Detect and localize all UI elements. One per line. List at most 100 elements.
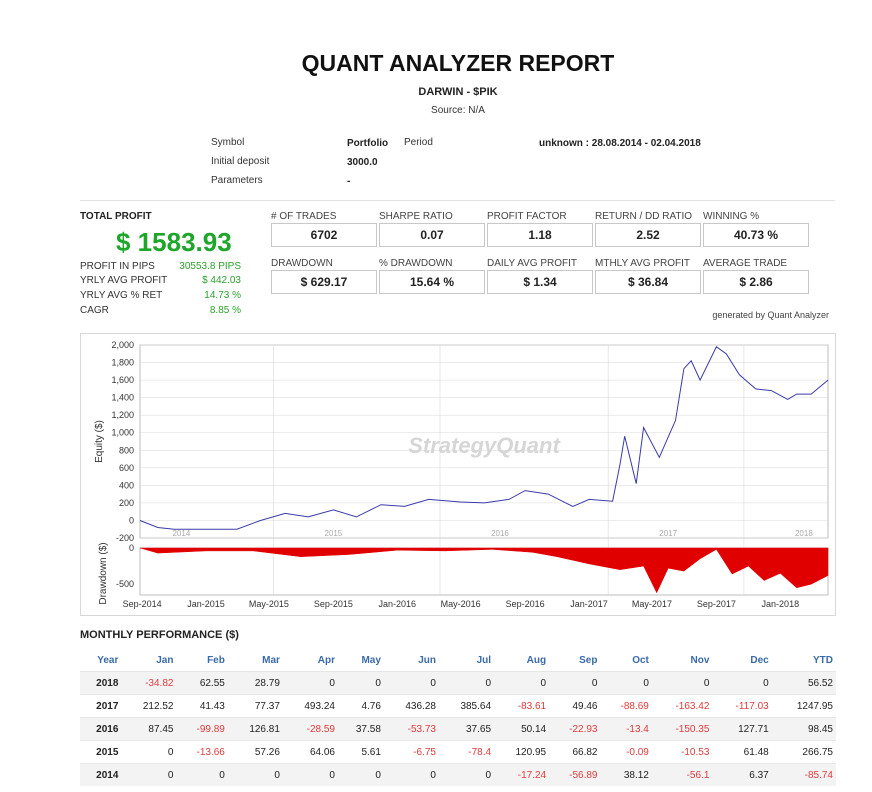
- metric-label: DAILY AVG PROFIT: [487, 258, 578, 269]
- metric-label: % DRAWDOWN: [379, 258, 453, 269]
- value-cell: -53.73: [383, 717, 439, 741]
- value-cell: 28.79: [227, 671, 283, 695]
- y-tick-label: 1,800: [111, 358, 134, 368]
- chart-frame: [80, 333, 836, 616]
- stat-label: YRLY AVG % RET: [80, 290, 163, 301]
- x-tick-label: Sep-2017: [697, 599, 736, 609]
- divider: [80, 200, 835, 201]
- y-tick-label: 0: [129, 515, 134, 525]
- metric-label: MTHLY AVG PROFIT: [595, 258, 691, 269]
- value-cell: -83.61: [494, 694, 550, 718]
- year-label: 2014: [172, 529, 190, 538]
- value-cell: -78.4: [438, 740, 495, 764]
- value-cell: 0: [337, 763, 384, 786]
- value-cell: -85.74: [771, 763, 836, 786]
- value-cell: 0: [549, 671, 601, 695]
- column-header: Sep: [579, 654, 598, 666]
- table-row: 2017 212.52 41.43 77.37 493.24 4.76 436.28 385.…: [80, 694, 836, 718]
- value-cell: 98.45: [771, 717, 836, 741]
- x-tick-label: May-2017: [632, 599, 672, 609]
- value-cell: 66.82: [549, 740, 601, 764]
- stat-label: YRLY AVG PROFIT: [80, 275, 168, 286]
- value-cell: 77.37: [227, 694, 283, 718]
- value-cell: -150.35: [651, 717, 713, 741]
- x-tick-label: May-2015: [249, 599, 289, 609]
- equity-plot-area: [139, 344, 829, 539]
- value-cell: 0: [176, 763, 228, 786]
- value-cell: 0: [712, 671, 772, 695]
- period-value: unknown : 28.08.2014 - 02.04.2018: [539, 138, 701, 149]
- metric-label: # OF TRADES: [271, 211, 337, 222]
- column-header: Feb: [207, 654, 225, 666]
- monthly-table-header: Year Jan Feb Mar Apr May Jun Jul Aug Sep Oct Nov Dec…: [80, 649, 836, 672]
- value-cell: 0: [494, 671, 550, 695]
- metric-value-box: 6702: [271, 223, 377, 247]
- year-label: 2018: [795, 529, 813, 538]
- value-cell: 266.75: [771, 740, 836, 764]
- year-cell: 2014: [80, 763, 122, 786]
- value-cell: 1247.95: [771, 694, 836, 718]
- x-tick-label: Jan-2017: [570, 599, 608, 609]
- metric-value-box: $ 1.34: [487, 270, 593, 294]
- watermark-logo: StrategyQuant: [408, 433, 561, 458]
- metric-label: RETURN / DD RATIO: [595, 211, 693, 222]
- value-cell: 0: [383, 671, 439, 695]
- y-tick-label: 1,000: [111, 428, 134, 438]
- value-cell: -28.59: [282, 717, 338, 741]
- value-cell: 50.14: [494, 717, 550, 741]
- metric-value-box: 2.52: [595, 223, 701, 247]
- y-tick-label: 1,200: [111, 410, 134, 420]
- column-header: Jan: [156, 654, 174, 666]
- stat-label: PROFIT IN PIPS: [80, 261, 155, 272]
- value-cell: -17.24: [494, 763, 550, 786]
- value-cell: 5.61: [337, 740, 384, 764]
- table-row: 2018 -34.82 62.55 28.79 0 0 0 0 0 0 0 0 0 56.52: [80, 671, 836, 695]
- metric-value-box: 15.64 %: [379, 270, 485, 294]
- metric-value-box: 40.73 %: [703, 223, 809, 247]
- metric-label: PROFIT FACTOR: [487, 211, 567, 222]
- value-cell: 64.06: [282, 740, 338, 764]
- value-cell: -117.03: [712, 694, 772, 718]
- stat-label: CAGR: [80, 305, 109, 316]
- equity-series-line: [139, 346, 829, 530]
- column-header: Mar: [262, 654, 280, 666]
- metric-value-box: $ 629.17: [271, 270, 377, 294]
- value-cell: 61.48: [712, 740, 772, 764]
- column-header: Oct: [632, 654, 649, 666]
- value-cell: -163.42: [651, 694, 713, 718]
- stat-value: 14.73 %: [204, 290, 241, 301]
- column-header: Jul: [476, 654, 492, 666]
- y-tick-label: 2,000: [111, 340, 134, 350]
- value-cell: 126.81: [227, 717, 283, 741]
- value-cell: 4.76: [337, 694, 384, 718]
- symbol-value: Portfolio: [347, 138, 389, 149]
- monthly-performance-title: MONTHLY PERFORMANCE ($): [80, 629, 239, 641]
- y-tick-label: 1,400: [111, 393, 134, 403]
- value-cell: 0: [227, 763, 283, 786]
- column-header: Jun: [418, 654, 436, 666]
- value-cell: 37.65: [438, 717, 495, 741]
- report-title: QUANT ANALYZER REPORT: [301, 50, 615, 76]
- value-cell: 57.26: [227, 740, 283, 764]
- metric-label: AVERAGE TRADE: [703, 258, 788, 269]
- dd-y-tick-label: -500: [116, 579, 134, 589]
- value-cell: 0: [121, 740, 177, 764]
- year-label: 2015: [324, 529, 342, 538]
- table-row: 2016 87.45 -99.89 126.81 -28.59 37.58 -53.73 37…: [80, 717, 836, 741]
- y-tick-label: 200: [119, 498, 134, 508]
- metric-value-box: $ 36.84: [595, 270, 701, 294]
- value-cell: -13.66: [176, 740, 228, 764]
- value-cell: 0: [121, 763, 177, 786]
- report-subtitle: DARWIN - $PIK: [418, 86, 498, 98]
- generated-by: generated by Quant Analyzer: [712, 310, 829, 320]
- value-cell: 0: [282, 763, 338, 786]
- value-cell: 0: [282, 671, 338, 695]
- value-cell: -6.75: [383, 740, 439, 764]
- value-cell: -56.1: [651, 763, 713, 786]
- value-cell: -13.4: [600, 717, 652, 741]
- value-cell: 41.43: [176, 694, 228, 718]
- year-cell: 2017: [80, 694, 122, 718]
- value-cell: -99.89: [176, 717, 228, 741]
- year-cell: 2018: [80, 671, 122, 695]
- x-tick-label: Sep-2015: [314, 599, 353, 609]
